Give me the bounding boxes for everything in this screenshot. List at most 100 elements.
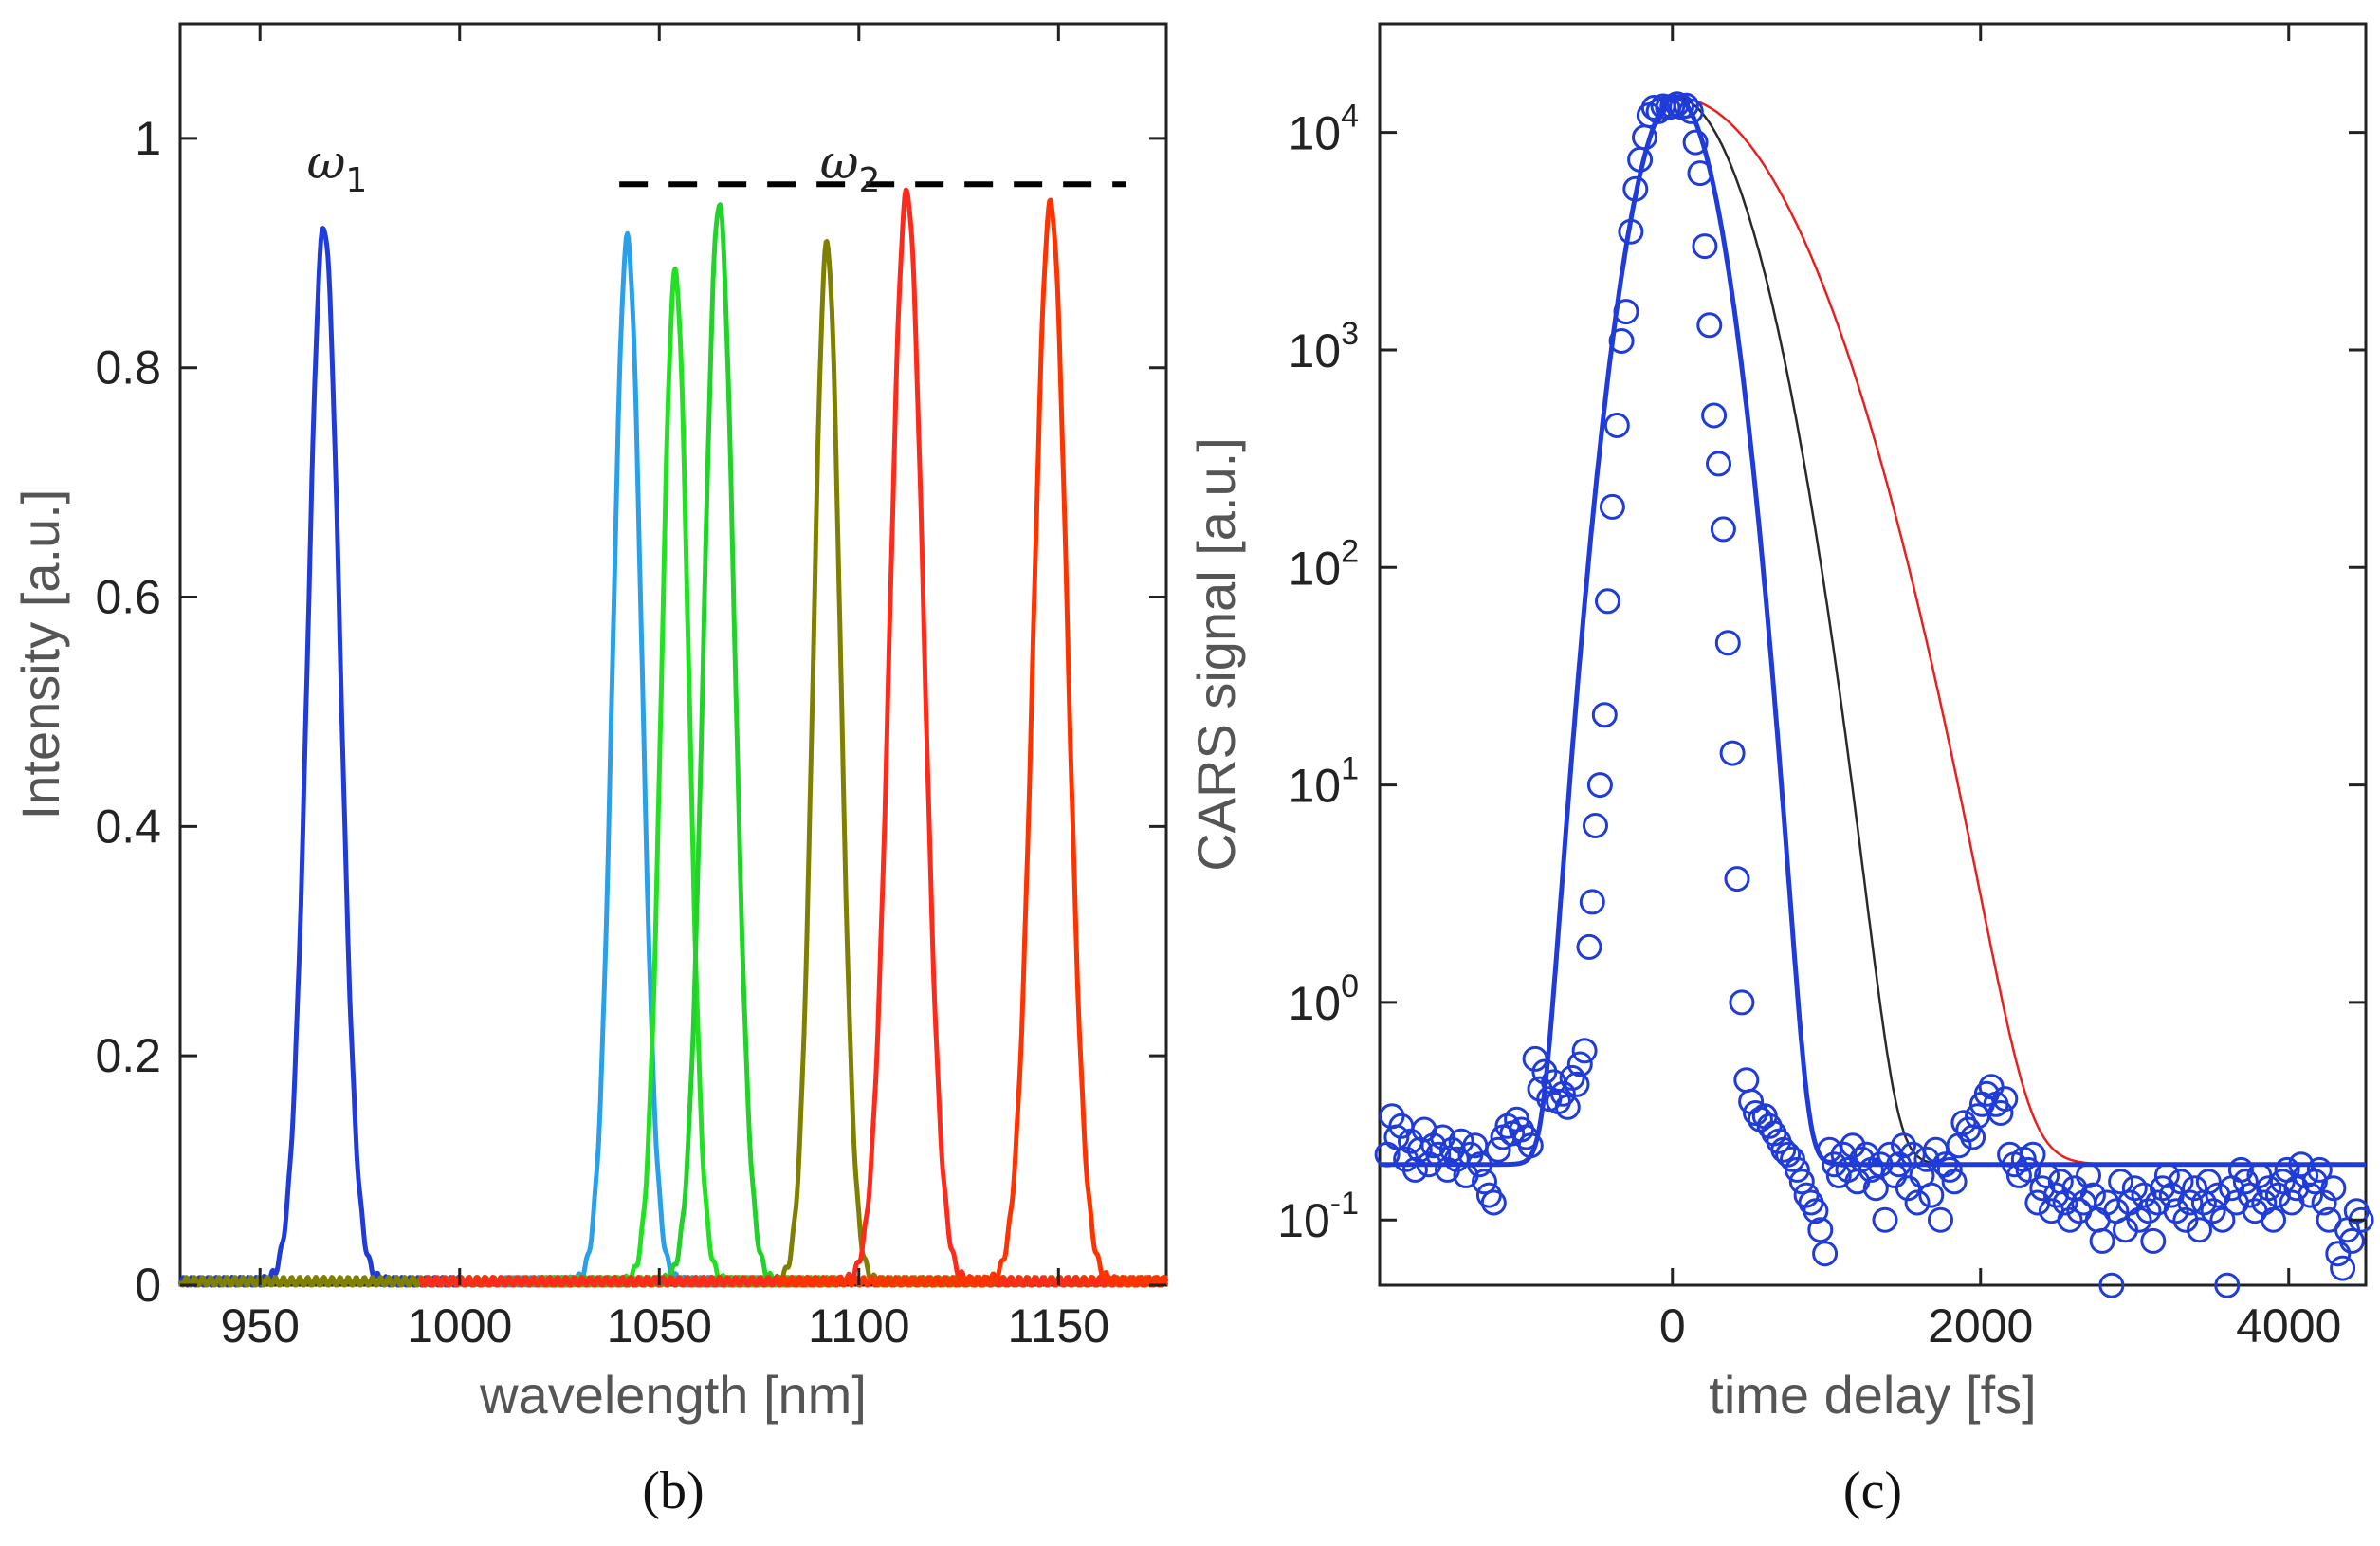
- data-point: [1579, 889, 1605, 915]
- panel-c-points-group: [1374, 91, 2374, 1298]
- y-tick-label: 103: [1288, 316, 1359, 377]
- x-tick-label: 1100: [808, 1299, 910, 1353]
- panel-c-ylabel: CARS signal [a.u.]: [1186, 437, 1246, 872]
- data-point: [1677, 98, 1704, 124]
- panel-b-series-group: [177, 187, 1169, 1288]
- data-point: [1812, 1241, 1839, 1267]
- x-tick-label: 2000: [1928, 1299, 2033, 1353]
- data-point: [1472, 1169, 1497, 1195]
- data-point: [1714, 630, 1741, 656]
- data-point: [1682, 129, 1709, 156]
- data-point: [1729, 989, 1755, 1016]
- omega1-annotation: ω1: [307, 135, 368, 200]
- omega2-subscript: 2: [859, 161, 881, 200]
- data-point: [1571, 1038, 1598, 1064]
- data-point: [1724, 866, 1750, 893]
- data-point: [1913, 1146, 1940, 1172]
- fit-curve-fit-red: [1379, 96, 2367, 1166]
- data-point: [2195, 1169, 2222, 1195]
- data-point: [1583, 813, 1608, 838]
- data-point: [1803, 1198, 1829, 1224]
- data-point: [1467, 1151, 1493, 1178]
- y-tick-label: 104: [1288, 99, 1359, 160]
- data-point: [2187, 1217, 2212, 1243]
- spectrum-line-stokes-6: [777, 197, 1169, 1288]
- data-point: [1904, 1189, 1931, 1216]
- y-tick-label: 0.6: [95, 571, 161, 624]
- panel-b-ticks-group: 950 1000 1050 1100 1150 0 0.2 0.4 0.6 0.8 1: [95, 24, 1166, 1353]
- data-point: [1564, 1071, 1590, 1097]
- data-point: [2163, 1198, 2189, 1224]
- data-point: [2015, 1156, 2041, 1183]
- x-tick-label: 0: [1659, 1299, 1686, 1353]
- data-point: [2182, 1175, 2208, 1202]
- data-point: [2108, 1169, 2134, 1195]
- omega2-annotation: ω2: [820, 135, 881, 200]
- panel-c-cars: 0 2000 4000 10-1 100 101 102 103 104 time delay …: [1186, 22, 2374, 1520]
- data-point: [1383, 1124, 1410, 1150]
- spectrum-line-stokes-5: [417, 187, 1169, 1288]
- data-point: [2325, 1241, 2352, 1267]
- panel-c-xlabel: time delay [fs]: [1709, 1365, 2036, 1425]
- data-point: [2261, 1206, 2286, 1233]
- panel-b-ylabel: Intensity [a.u.]: [10, 489, 70, 820]
- data-point: [2057, 1206, 2083, 1233]
- y-tick-label: 1: [135, 112, 161, 165]
- x-tick-label: 950: [220, 1299, 299, 1353]
- data-point: [2168, 1169, 2194, 1195]
- data-point: [1895, 1175, 1921, 1202]
- data-point: [1992, 1086, 2019, 1113]
- data-point: [1784, 1156, 1810, 1183]
- data-point: [1603, 413, 1630, 438]
- data-point: [1770, 1136, 1797, 1163]
- y-tick-label: 0.4: [95, 800, 161, 853]
- data-point: [2029, 1175, 2056, 1202]
- fit-curve-fit-blue: [1378, 95, 2368, 1168]
- data-point: [1618, 218, 1644, 245]
- omega1-subscript: 1: [345, 161, 367, 200]
- data-point: [1987, 1100, 2014, 1126]
- data-point: [2200, 1198, 2226, 1224]
- y-tick-label: 101: [1288, 751, 1359, 813]
- data-point: [2330, 1255, 2356, 1281]
- data-point: [2306, 1156, 2333, 1183]
- data-point: [2214, 1272, 2241, 1298]
- data-point: [1673, 92, 1699, 119]
- data-point: [2020, 1141, 2046, 1168]
- fit-curve-fit-black: [1379, 96, 2367, 1166]
- data-point: [1788, 1169, 1815, 1195]
- x-tick-label: 4000: [2236, 1299, 2341, 1353]
- data-point: [1622, 175, 1649, 202]
- data-point: [1522, 1045, 1548, 1072]
- spectrum-line-stokes-2: [537, 266, 801, 1288]
- spectrum-line-stokes-1: [497, 230, 761, 1288]
- data-point: [1891, 1132, 1916, 1159]
- data-point: [1936, 1156, 1963, 1183]
- data-point: [1687, 160, 1713, 187]
- y-tick-label: 0.8: [95, 341, 161, 395]
- x-tick-label: 1050: [607, 1299, 712, 1353]
- data-point: [1719, 740, 1746, 766]
- data-point: [2098, 1272, 2125, 1298]
- data-point: [2311, 1189, 2337, 1216]
- data-point: [1485, 1136, 1511, 1163]
- y-tick-label: 100: [1288, 968, 1359, 1030]
- data-point: [2227, 1156, 2254, 1183]
- x-tick-label: 1150: [1008, 1299, 1110, 1353]
- data-point: [2320, 1175, 2347, 1202]
- data-point: [1733, 1067, 1760, 1094]
- data-point: [1807, 1217, 1834, 1243]
- data-point: [2338, 1227, 2365, 1254]
- data-point: [2298, 1182, 2323, 1208]
- data-point: [1576, 933, 1602, 960]
- data-point: [1632, 124, 1657, 151]
- omega2-symbol: ω: [820, 135, 859, 190]
- data-point: [1554, 1094, 1581, 1120]
- data-point: [1591, 702, 1618, 728]
- data-point: [2153, 1162, 2180, 1188]
- data-point: [2288, 1151, 2315, 1178]
- data-point: [1613, 299, 1639, 325]
- data-point: [1710, 516, 1736, 543]
